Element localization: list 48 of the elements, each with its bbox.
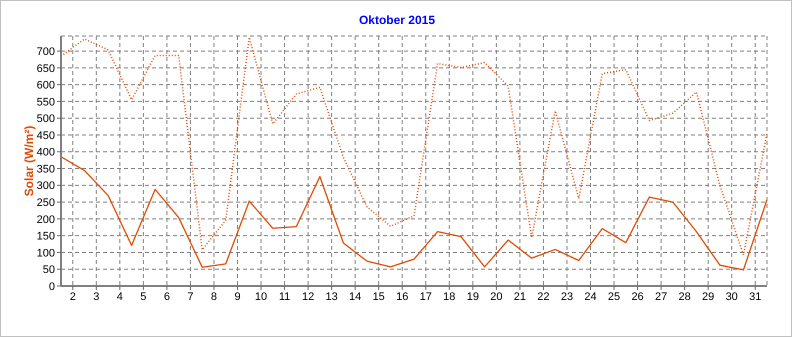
- x-tick-label: 3: [93, 290, 100, 303]
- x-tick-label: 9: [234, 290, 241, 303]
- y-tick-label: 200: [36, 214, 55, 226]
- x-tick-label: 29: [702, 290, 714, 303]
- y-tick-label: 100: [36, 247, 55, 260]
- x-tick-label: 10: [254, 290, 268, 303]
- x-tick-label: 31: [749, 290, 762, 303]
- x-tick-label: 27: [654, 290, 668, 303]
- y-tick-label: 600: [36, 80, 55, 92]
- y-tick-label: 50: [42, 264, 55, 276]
- chart-title: Oktober 2015: [358, 13, 436, 27]
- x-tick-label: 20: [490, 290, 502, 303]
- line-series: [61, 156, 767, 271]
- x-tick-label: 8: [210, 290, 218, 303]
- y-tick-label: 250: [36, 197, 55, 210]
- y-tick-label: 650: [36, 62, 55, 75]
- y-tick-label: 500: [36, 113, 55, 126]
- x-tick-label: 12: [302, 290, 314, 303]
- y-tick-label: 450: [36, 130, 55, 142]
- x-tick-label: 6: [164, 290, 170, 303]
- x-tick-label: 30: [726, 290, 738, 303]
- y-tick-label: 300: [36, 180, 55, 192]
- y-tick-label: 350: [36, 163, 55, 176]
- y-tick-label: 700: [36, 46, 55, 58]
- x-tick-label: 22: [537, 290, 550, 303]
- x-tick-label: 18: [443, 290, 456, 303]
- x-tick-label: 13: [326, 290, 338, 303]
- x-tick-label: 7: [187, 290, 194, 303]
- x-tick-label: 26: [631, 290, 644, 303]
- x-tick-label: 2: [70, 290, 76, 303]
- x-tick-label: 11: [278, 290, 290, 303]
- x-tick-label: 25: [608, 290, 620, 303]
- y-tick-label: 400: [36, 146, 55, 159]
- x-tick-label: 15: [372, 290, 385, 303]
- y-axis-title: Solar (W/m²): [22, 126, 36, 196]
- x-tick-label: 4: [116, 290, 123, 303]
- x-tick-label: 23: [560, 290, 574, 303]
- y-tick-label: 150: [36, 230, 55, 243]
- y-tick-label: 550: [36, 96, 55, 108]
- y-tick-label: 0: [48, 280, 55, 293]
- x-tick-label: 14: [349, 290, 362, 303]
- x-tick-label: 19: [466, 290, 479, 303]
- x-tick-label: 17: [420, 290, 432, 303]
- x-tick-label: 24: [584, 290, 597, 303]
- x-tick-label: 16: [396, 290, 408, 303]
- x-tick-label: 5: [140, 290, 146, 303]
- x-tick-label: 28: [678, 290, 691, 303]
- x-tick-label: 21: [514, 290, 526, 303]
